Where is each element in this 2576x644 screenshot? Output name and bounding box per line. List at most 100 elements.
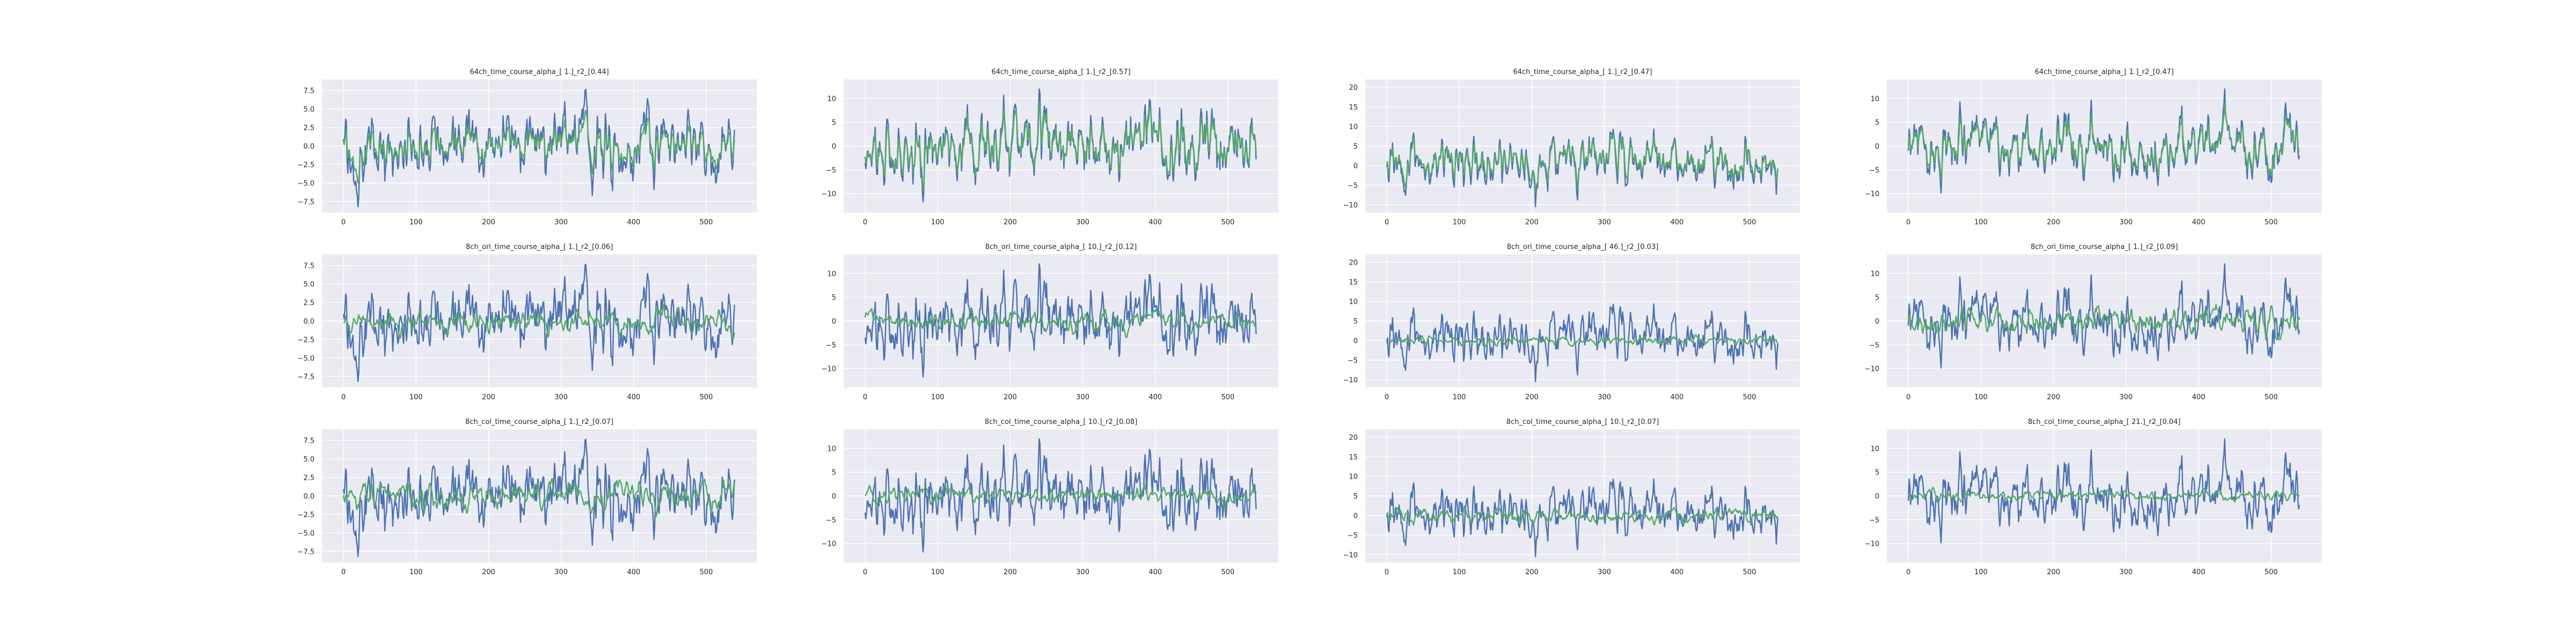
y-tick-label: 20 — [1349, 84, 1358, 92]
series-line-green — [342, 478, 735, 517]
y-tick-label: 10 — [1870, 95, 1879, 103]
x-tick-label: 500 — [700, 393, 713, 401]
subplot-title: 64ch_time_course_alpha_[ 1.]_r2_[0.47] — [2035, 68, 2174, 76]
y-tick-label: 7.5 — [303, 437, 314, 445]
y-tick-label: 0 — [832, 143, 836, 151]
x-tick-label: 500 — [1743, 568, 1757, 576]
y-tick-label: 2.5 — [303, 474, 314, 482]
x-tick-label: 500 — [1221, 393, 1235, 401]
y-tick-label: −5 — [1348, 532, 1358, 540]
subplot-title: 8ch_col_time_course_alpha_[ 10.]_r2_[0.0… — [1506, 418, 1659, 426]
x-tick-label: 400 — [1670, 393, 1684, 401]
x-tick-label: 0 — [1385, 218, 1389, 226]
x-tick-label: 400 — [627, 568, 640, 576]
subplot-title: 8ch_col_time_course_alpha_[ 1.]_r2_[0.07… — [465, 418, 613, 426]
series-line-blue — [1386, 303, 1779, 383]
x-tick-label: 300 — [1598, 393, 1611, 401]
x-tick-label: 0 — [863, 568, 867, 576]
series-line-green — [1908, 486, 2300, 503]
x-tick-label: 100 — [1453, 568, 1466, 576]
series-line-green — [1907, 304, 2300, 341]
y-tick-label: −2.5 — [297, 511, 314, 519]
y-tick-label: 0 — [832, 493, 836, 501]
x-tick-label: 500 — [700, 218, 713, 226]
subplot-1: −7.5 −5.0 −2.5 0.0 2.5 5.0 7.5 0 100 200 300 400 500… — [297, 68, 757, 226]
x-tick-label: 100 — [409, 218, 423, 226]
x-tick-label: 300 — [2119, 568, 2133, 576]
y-tick-label: 0.0 — [303, 493, 314, 501]
x-tick-label: 300 — [1598, 218, 1611, 226]
y-tick-label: −5.0 — [297, 355, 314, 363]
y-tick-label: 0 — [1875, 143, 1879, 151]
x-tick-label: 200 — [1004, 393, 1017, 401]
y-tick-label: 5 — [1353, 493, 1358, 501]
y-tick-label: 15 — [1349, 453, 1358, 462]
x-tick-label: 300 — [1598, 568, 1611, 576]
y-tick-label: −5 — [1869, 516, 1879, 524]
series-line-green — [864, 307, 1257, 339]
y-tick-label: 20 — [1349, 434, 1358, 442]
x-tick-label: 300 — [1076, 568, 1089, 576]
subplot-9: −7.5 −5.0 −2.5 0.0 2.5 5.0 7.5 0 100 200 300 400 500… — [297, 418, 757, 576]
y-tick-label: −10 — [1343, 551, 1358, 559]
series-line-blue — [1907, 438, 2300, 544]
y-tick-label: 0 — [832, 318, 836, 326]
series-line-green — [1386, 505, 1779, 526]
y-tick-label: −10 — [1865, 540, 1879, 548]
y-tick-label: −5 — [1869, 341, 1879, 349]
x-tick-label: 500 — [1221, 218, 1235, 226]
x-tick-label: 500 — [700, 568, 713, 576]
x-tick-label: 500 — [1221, 568, 1235, 576]
y-tick-label: −5 — [826, 516, 836, 524]
subplot-title: 8ch_ori_time_course_alpha_[ 1.]_r2_[0.09… — [2031, 243, 2178, 251]
subplot-title: 64ch_time_course_alpha_[ 1.]_r2_[0.57] — [991, 68, 1130, 76]
subplot-title: 64ch_time_course_alpha_[ 1.]_r2_[0.44] — [470, 68, 609, 76]
y-tick-label: 10 — [1870, 445, 1879, 453]
x-tick-label: 0 — [1906, 393, 1911, 401]
y-tick-label: 7.5 — [303, 262, 314, 270]
y-tick-label: 15 — [1349, 279, 1358, 287]
x-tick-label: 200 — [2047, 568, 2060, 576]
y-tick-label: 5 — [1875, 294, 1879, 302]
x-tick-label: 200 — [2047, 393, 2060, 401]
x-tick-label: 100 — [1974, 218, 1988, 226]
y-tick-label: 5.0 — [303, 456, 314, 464]
y-tick-label: −2.5 — [297, 161, 314, 169]
y-tick-label: 5 — [1875, 119, 1879, 127]
y-tick-label: 0 — [1353, 337, 1358, 345]
x-tick-label: 300 — [1076, 218, 1089, 226]
series-line-blue — [1386, 478, 1779, 558]
x-tick-label: 200 — [2047, 218, 2060, 226]
y-tick-label: 10 — [1349, 123, 1358, 131]
series-line-green — [1907, 103, 2300, 181]
y-tick-label: 5.0 — [303, 281, 314, 289]
subplot-title: 8ch_col_time_course_alpha_[ 21.]_r2_[0.0… — [2028, 418, 2180, 426]
x-tick-label: 0 — [341, 568, 346, 576]
y-tick-label: −2.5 — [297, 336, 314, 344]
y-tick-label: 0.0 — [303, 143, 314, 151]
y-tick-label: 10 — [1870, 270, 1879, 278]
x-tick-label: 400 — [1148, 218, 1162, 226]
x-tick-label: 0 — [341, 393, 346, 401]
x-tick-label: 300 — [554, 218, 568, 226]
y-tick-label: −10 — [1343, 201, 1358, 209]
y-tick-label: 2.5 — [303, 299, 314, 308]
x-tick-label: 100 — [409, 568, 423, 576]
y-tick-label: 5 — [832, 119, 836, 127]
y-tick-label: 0 — [1875, 493, 1879, 501]
y-tick-label: −10 — [1865, 191, 1879, 199]
x-tick-label: 300 — [554, 393, 568, 401]
series-line-green — [1386, 133, 1779, 194]
y-tick-label: 20 — [1349, 259, 1358, 267]
y-tick-label: −10 — [1343, 376, 1358, 384]
y-tick-label: −10 — [822, 365, 836, 374]
y-tick-label: 10 — [827, 95, 836, 103]
x-tick-label: 300 — [1076, 393, 1089, 401]
y-tick-label: 5 — [1353, 143, 1358, 151]
y-tick-label: 7.5 — [303, 87, 314, 96]
